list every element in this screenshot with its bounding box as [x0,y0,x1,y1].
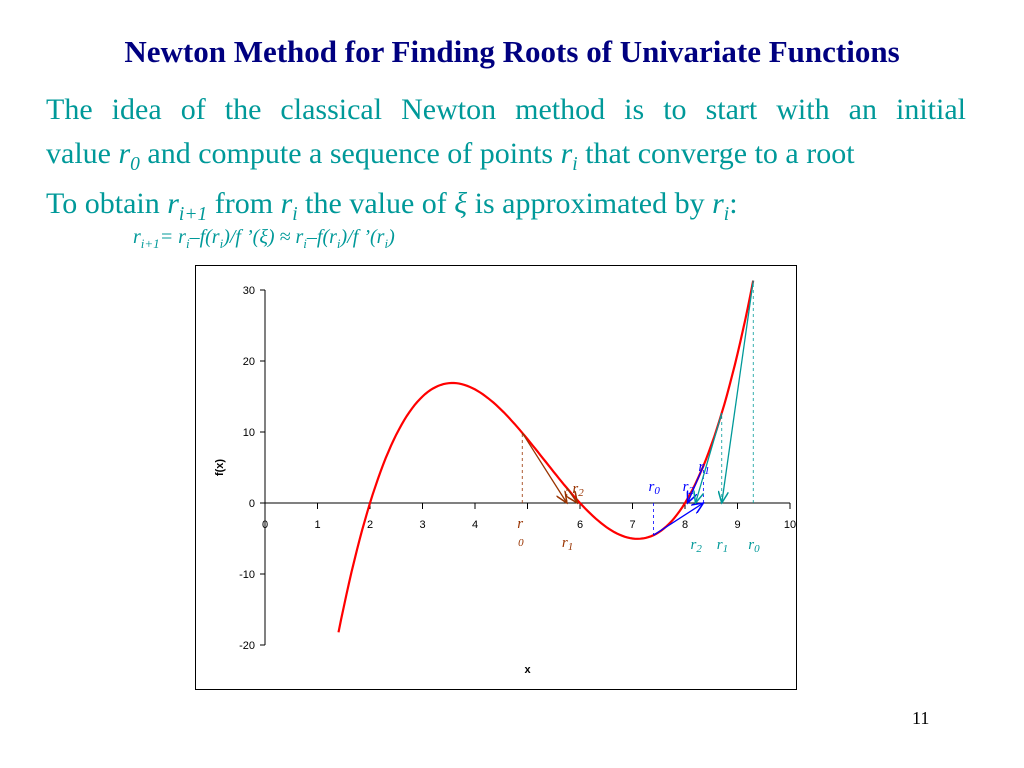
page-number: 11 [912,708,930,728]
x-tick-label: 4 [472,519,478,531]
y-tick-label: 10 [243,427,255,439]
iteration-label: r1 [717,537,728,555]
x-tick-label: 6 [577,519,583,531]
tangent-arrow [688,465,704,503]
slide-title: Newton Method for Finding Roots of Univa… [124,34,900,69]
y-tick-label: -10 [239,569,255,581]
newton-formula: ri+1= ri–f(ri)/f ’(ξ) ≈ ri–f(ri)/f ’(ri) [133,226,395,251]
iteration-label: r0 [748,537,760,555]
tangent-arrow [722,280,754,503]
x-tick-label: 2 [367,519,373,531]
x-tick-label: 0 [262,519,268,531]
iteration-label: r1 [562,535,573,553]
x-axis-label: x [524,664,531,676]
paragraph-2: To obtain ri+1 from ri the value of ξ is… [46,187,738,225]
x-tick-label: 3 [419,519,425,531]
tangent-arrow [696,412,723,503]
paragraph-line-1: The idea of the classical Newton method … [46,93,966,126]
tangent-arrow [521,432,567,503]
y-tick-label: 30 [243,285,255,297]
x-tick-label: 7 [629,519,635,531]
iteration-label: r0 [649,479,661,497]
tangent-arrow [653,503,704,536]
paragraph-line-2: value r0 and compute a sequence of point… [46,137,855,175]
function-chart: 30 20 10 0 -10 -20 0 1 2 3 4 6 7 8 9 10 x f(x) r 0 r1 r2 r0 r1 r… [195,265,797,690]
function-curve [337,280,755,633]
y-axis-label: f(x) [214,459,226,476]
iteration-label: r2 [691,537,703,555]
x-tick-label: 8 [682,519,688,531]
x-tick-label: 1 [314,519,320,531]
iteration-label: r1 [698,459,709,477]
y-tick-label: 20 [243,356,255,368]
x-tick-label: 9 [734,519,740,531]
x-tick-label: 10 [784,519,796,531]
tangent-arrow [566,487,578,503]
y-tick-label: 0 [249,498,255,510]
y-tick-label: -20 [239,640,255,652]
iteration-label: r2 [572,481,584,499]
iteration-label: r2 [683,479,695,497]
